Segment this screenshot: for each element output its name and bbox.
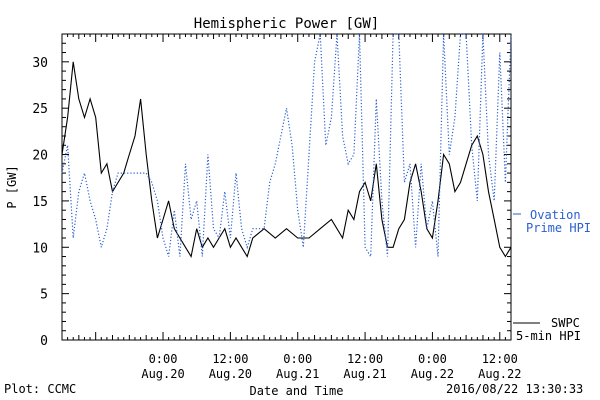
x-tick-time-label: 12:00 (347, 352, 383, 366)
chart-title: Hemispheric Power [GW] (194, 16, 379, 32)
series-line-swpc (61, 61, 512, 258)
y-tick-label: 5 (40, 288, 48, 303)
legend-ovation-label: Ovation (530, 208, 581, 222)
x-tick-date-label: Aug.20 (209, 367, 252, 381)
x-tick-date-label: Aug.22 (478, 367, 521, 381)
plot-source-label: Plot: CCMC (4, 382, 77, 396)
x-tick-date-label: Aug.22 (411, 367, 454, 381)
x-axis-label: Date and Time (250, 384, 344, 398)
legend-swpc-label-2: 5-min HPI (516, 329, 581, 343)
y-tick-label: 0 (40, 334, 48, 349)
x-tick-date-label: Aug.21 (343, 367, 386, 381)
plot-frame (61, 33, 512, 341)
x-tick-time-label: 12:00 (212, 352, 248, 366)
y-tick-label: 15 (32, 195, 48, 210)
x-tick-time-label: 0:00 (418, 352, 447, 366)
legend-ovation-label-2: Prime HPI (526, 221, 591, 235)
y-tick-label: 30 (32, 56, 48, 71)
series-line-ovation (61, 33, 512, 259)
x-tick-time-label: 0:00 (283, 352, 312, 366)
x-tick-date-label: Aug.20 (141, 367, 184, 381)
x-tick-date-label: Aug.21 (276, 367, 319, 381)
legend-swpc-label: SWPC (551, 316, 580, 330)
generated-timestamp: 2016/08/22 13:30:33 (446, 382, 584, 396)
y-tick-label: 25 (32, 102, 48, 117)
y-tick-label: 10 (32, 241, 48, 256)
x-tick-time-label: 0:00 (149, 352, 178, 366)
y-tick-label: 20 (32, 149, 48, 164)
y-axis-label: P [GW] (5, 165, 19, 208)
x-tick-time-label: 12:00 (482, 352, 518, 366)
